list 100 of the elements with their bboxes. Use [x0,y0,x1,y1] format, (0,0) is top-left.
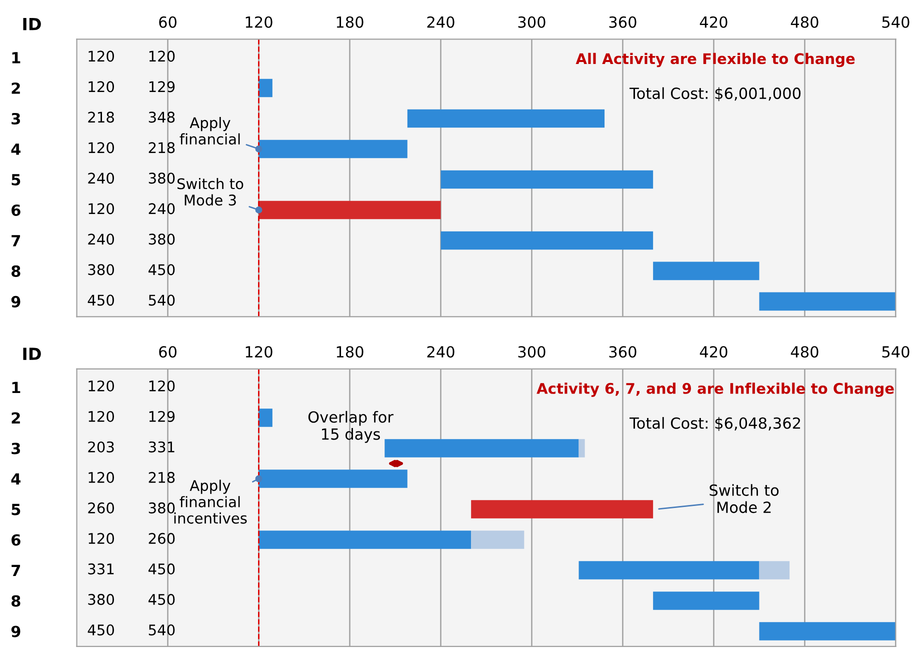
annotation: Total Cost: $6,001,000 [630,87,801,102]
y-tick-label: 7 [12,564,20,576]
bar [759,292,896,311]
bar [258,470,408,488]
annotation: 218 [148,142,175,154]
annotation: Overlap for 15 days [308,410,394,443]
y-tick-label: 2 [12,82,20,94]
annotation: 218 [88,112,114,123]
y-tick-label: 3 [12,112,20,124]
annotation: 450 [148,563,175,574]
annotation: 120 [88,380,114,392]
y-tick-label: 8 [12,265,20,277]
x-tick-label: 300 [518,16,546,28]
x-tick-label: 420 [700,346,728,358]
annotation: 380 [148,234,175,245]
annotation: 380 [148,172,175,184]
bar [258,408,272,427]
x-tick-label: 480 [790,16,818,28]
x-tick-label: 240 [427,16,454,28]
annotation: 129 [149,410,175,422]
bar [258,200,441,220]
annotation: 120 [88,532,114,544]
y-tick-label: 5 [12,174,20,186]
annotation: Apply financial [180,116,240,145]
annotation: 240 [88,234,114,245]
x-tick-label: 480 [790,346,818,358]
annotation: 120 [88,410,114,422]
annotation: 240 [88,172,114,184]
annotation: 260 [88,502,114,514]
annotation: 380 [88,264,114,276]
bar [440,170,654,189]
annotation: 380 [88,594,114,605]
y-tick-label: 5 [12,504,20,516]
y-tick-label: 4 [11,144,21,155]
text: Activity 6, 7, and 9 are Inflexible to Change [536,382,894,397]
bar [653,592,760,610]
x-tick-label: 540 [882,16,910,28]
annotation: 120 [88,142,114,154]
annotation: 450 [148,594,175,605]
y-tick-label: 7 [12,235,20,246]
annotation: 450 [88,624,114,636]
x-tick-label: 420 [700,16,728,28]
bar [471,500,654,518]
y-axis-title: ID [23,348,41,360]
bar [759,561,790,580]
annotation: 120 [88,472,114,483]
annotation: 120 [88,50,114,62]
annotation: 331 [148,441,174,452]
annotation: 450 [148,264,175,276]
annotation: 331 [88,563,114,574]
y-tick-label: 9 [11,626,20,638]
y-tick-label: 2 [12,412,20,424]
annotation: 348 [148,112,175,123]
x-tick-label: 360 [609,16,636,28]
annotation: 540 [148,294,175,306]
bar [759,622,896,640]
bar [578,439,585,458]
x-tick-label: 60 [159,346,176,358]
x-tick-label: 180 [336,16,364,28]
y-tick-label: 9 [11,296,20,308]
text: All Activity are Flexible to Change [576,52,855,68]
x-tick-label: 300 [518,346,546,358]
x-tick-label: 180 [336,346,364,358]
annotation: 120 [149,50,175,62]
annotation: Total Cost: $6,048,362 [630,417,800,431]
y-tick-label: 4 [11,473,21,485]
y-tick-label: 1 [12,382,20,394]
bar [258,78,272,98]
bar [258,530,472,549]
annotation: 260 [148,532,175,544]
x-tick-label: 120 [246,16,272,28]
annotation: 240 [148,203,175,214]
annotation: Switch to Mode 2 [710,484,779,514]
bar [407,109,605,128]
annotation: 203 [88,441,114,452]
x-tick-label: 120 [246,346,272,358]
bar [384,439,579,458]
y-tick-label: 6 [12,534,20,546]
bar [653,262,760,280]
annotation: Switch to Mode 3 [177,178,244,206]
bar [258,140,408,158]
annotation: 129 [149,81,175,92]
x-tick-label: 240 [427,346,454,358]
y-tick-label: 1 [12,52,20,64]
y-axis-title: ID [23,18,41,30]
bar [440,231,654,250]
x-tick-label: 60 [159,16,176,28]
y-tick-label: 6 [12,204,20,216]
annotation: Apply financial incentives [174,480,247,524]
x-tick-label: 540 [882,346,910,358]
annotation: 218 [148,472,175,483]
bar [578,561,760,580]
annotation: 120 [88,203,114,214]
annotation: 120 [149,380,175,392]
annotation: 120 [88,81,114,92]
annotation: 380 [148,502,175,514]
y-tick-label: 8 [12,595,20,607]
annotation: 540 [148,624,175,636]
x-tick-label: 360 [609,346,636,358]
bar [471,530,524,549]
